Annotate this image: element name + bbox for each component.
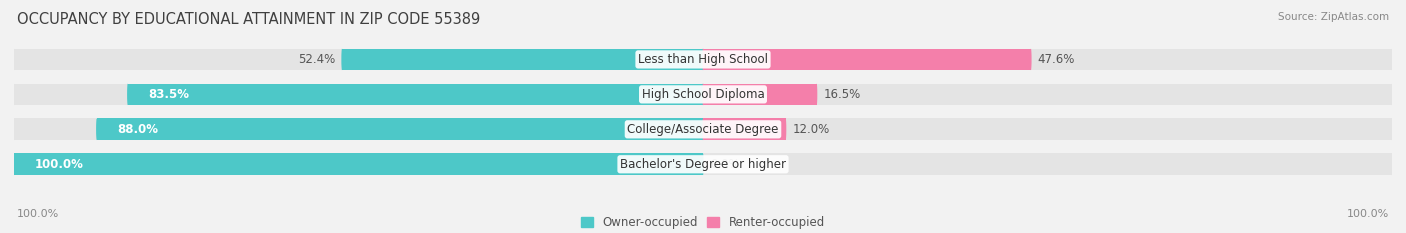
Text: 100.0%: 100.0% (35, 158, 83, 171)
Text: Source: ZipAtlas.com: Source: ZipAtlas.com (1278, 12, 1389, 22)
Bar (14, 49, 1392, 70)
Text: 100.0%: 100.0% (17, 209, 59, 219)
Text: Bachelor's Degree or higher: Bachelor's Degree or higher (620, 158, 786, 171)
Bar (342, 49, 703, 70)
Bar (128, 84, 703, 105)
Text: 0.0%: 0.0% (710, 158, 740, 171)
Bar (14, 84, 1392, 105)
Text: 52.4%: 52.4% (298, 53, 335, 66)
Text: 12.0%: 12.0% (793, 123, 830, 136)
Bar (14, 154, 703, 175)
Bar (703, 49, 1031, 70)
Text: 88.0%: 88.0% (117, 123, 159, 136)
Bar (703, 84, 817, 105)
Text: 47.6%: 47.6% (1038, 53, 1076, 66)
Text: 83.5%: 83.5% (149, 88, 190, 101)
Text: 100.0%: 100.0% (1347, 209, 1389, 219)
Text: High School Diploma: High School Diploma (641, 88, 765, 101)
Text: College/Associate Degree: College/Associate Degree (627, 123, 779, 136)
Bar (14, 118, 1392, 140)
Bar (14, 154, 1392, 175)
Bar (97, 118, 703, 140)
Text: OCCUPANCY BY EDUCATIONAL ATTAINMENT IN ZIP CODE 55389: OCCUPANCY BY EDUCATIONAL ATTAINMENT IN Z… (17, 12, 479, 27)
Legend: Owner-occupied, Renter-occupied: Owner-occupied, Renter-occupied (581, 216, 825, 229)
Text: 16.5%: 16.5% (824, 88, 860, 101)
Text: Less than High School: Less than High School (638, 53, 768, 66)
Bar (703, 118, 786, 140)
